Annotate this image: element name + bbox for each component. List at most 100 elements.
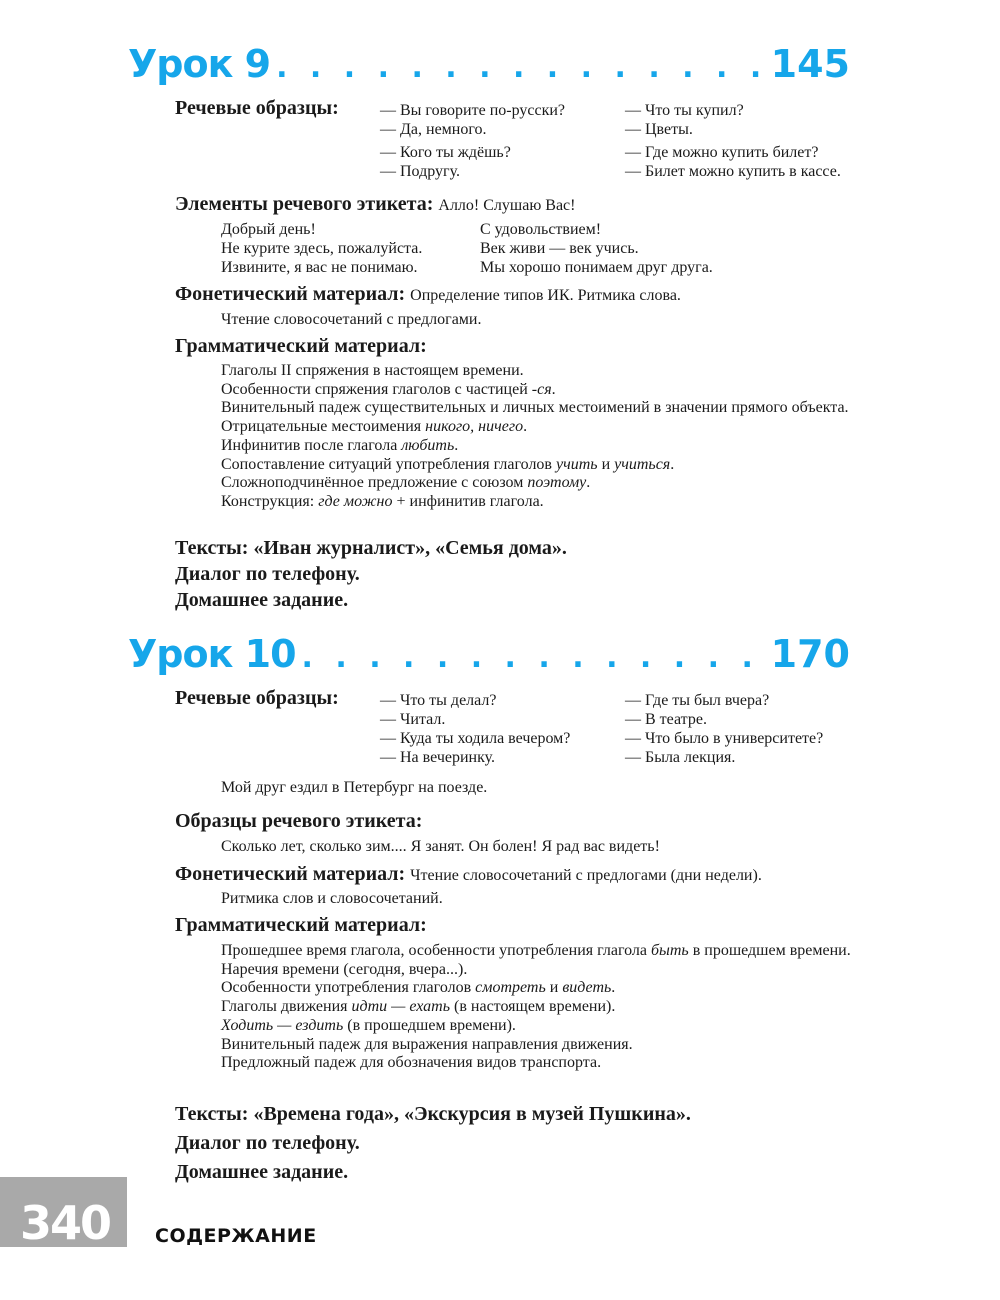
- grammar-item: Винительный падеж для выражения направле…: [221, 1036, 901, 1055]
- etiquette-line: Век живи — век учись.: [480, 240, 639, 257]
- homework-line: Домашнее задание.: [175, 589, 349, 611]
- grammar-text: Сложноподчинённое предложение с союзом: [221, 474, 528, 492]
- grammar-item: Ходить — ездить (в прошедшем времени).: [221, 1017, 901, 1036]
- etiquette-label: Элементы речевого этикета: Алло! Слушаю …: [175, 193, 575, 216]
- grammar-item: Инфинитив после глагола любить.: [221, 437, 901, 456]
- grammar-text: (в настоящем времени).: [450, 998, 616, 1016]
- grammar-example: любить: [401, 436, 455, 454]
- speech-samples-col2: — Где ты был вчера? — В театре. — Что бы…: [625, 691, 823, 767]
- grammar-item: Особенности спряжения глаголов с частице…: [221, 381, 901, 400]
- dialog-line: — Да, немного.: [380, 121, 487, 138]
- texts-line: Тексты: «Времена года», «Экскурсия в муз…: [175, 1103, 691, 1125]
- phonetic-inline: Определение типов ИК. Ритмика слова.: [410, 287, 681, 304]
- grammar-text: Отрицательные местоимения: [221, 418, 426, 436]
- grammar-example: никого, ничего: [425, 418, 524, 436]
- etiquette-label: Образцы речевого этикета:: [175, 810, 423, 832]
- dialog-line: Диалог по телефону.: [175, 563, 360, 585]
- phonetic-line: Чтение словосочетаний с предлогами.: [221, 311, 482, 328]
- grammar-item: Особенности употребления глаголов смотре…: [221, 979, 901, 998]
- lesson-10-header[interactable]: Урок 10 . . . . . . . . . . . . . . . . …: [128, 632, 850, 678]
- lesson-title: Урок 9: [128, 42, 271, 86]
- grammar-text: Особенности спряжения глаголов с частице…: [221, 380, 532, 398]
- dialog-line: — Где ты был вчера?: [625, 692, 770, 709]
- lesson-9-header[interactable]: Урок 9 . . . . . . . . . . . . . . . . .…: [128, 42, 850, 88]
- dialog-line: — Была лекция.: [625, 749, 736, 766]
- grammar-example: поэтому: [527, 474, 587, 492]
- grammar-text: (в прошедшем времени).: [343, 1016, 516, 1034]
- grammar-text: .: [586, 474, 591, 492]
- homework-line: Домашнее задание.: [175, 1161, 349, 1183]
- speech-samples-col2: — Что ты купил? — Цветы. — Где можно куп…: [625, 101, 841, 181]
- grammar-text: .: [551, 380, 556, 398]
- dialog-line: — На вечеринку.: [380, 749, 496, 766]
- speech-samples-col1: — Что ты делал? — Читал. — Куда ты ходил…: [380, 691, 570, 767]
- phonetic-heading: Фонетический материал:: [175, 863, 406, 885]
- etiquette-line: Извините, я вас не понимаю.: [221, 259, 418, 276]
- grammar-text: Глаголы II спряжения в настоящем времени…: [221, 362, 524, 379]
- lesson-page-number: 170: [770, 632, 850, 676]
- grammar-text: Конструкция:: [221, 492, 319, 510]
- grammar-example: смотреть: [475, 979, 546, 997]
- speech-extra: Мой друг ездил в Петербург на поезде.: [221, 779, 488, 796]
- grammar-example: -ся: [531, 380, 552, 398]
- phonetic-label: Фонетический материал: Чтение словосочет…: [175, 863, 762, 886]
- grammar-text: Глаголы движения: [221, 998, 352, 1016]
- dialog-line: — Где можно купить билет?: [625, 144, 819, 161]
- grammar-example: где можно: [318, 492, 393, 510]
- dialog-line: — Вы говорите по-русски?: [380, 102, 566, 119]
- grammar-item: Сложноподчинённое предложение с союзом п…: [221, 474, 901, 493]
- dialog-line: — Куда ты ходила вечером?: [380, 730, 571, 747]
- grammar-text: и: [597, 455, 615, 473]
- grammar-example: быть: [650, 942, 689, 959]
- grammar-text: в прошедшем времени.: [688, 942, 851, 959]
- grammar-item: Предложный падеж для обозначения видов т…: [221, 1054, 901, 1073]
- etiquette-col2: С удовольствием! Век живи — век учись. М…: [480, 220, 713, 277]
- phonetic-inline: Чтение словосочетаний с предлогами (дни …: [410, 867, 762, 884]
- grammar-text: + инфинитив глагола.: [392, 492, 544, 510]
- grammar-text: и: [545, 979, 563, 997]
- grammar-example: видеть: [562, 979, 612, 997]
- grammar-list: Прошедшее время глагола, особенности упо…: [221, 942, 901, 1073]
- etiquette-line: Мы хорошо понимаем друг друга.: [480, 259, 713, 276]
- grammar-item: Винительный падеж существительных и личн…: [221, 399, 901, 418]
- speech-samples-col1: — Вы говорите по-русски? — Да, немного. …: [380, 101, 565, 181]
- grammar-item: Глаголы II спряжения в настоящем времени…: [221, 362, 901, 381]
- grammar-item: Наречия времени (сегодня, вчера...).: [221, 961, 901, 980]
- phonetic-heading: Фонетический материал:: [175, 283, 406, 305]
- leader-dots: . . . . . . . . . . . . . . . . . . . . …: [301, 640, 765, 675]
- grammar-text: Инфинитив после глагола: [221, 436, 402, 454]
- grammar-example: учить: [555, 455, 598, 473]
- dialog-line: — Читал.: [380, 711, 446, 728]
- lesson-page-number: 145: [770, 42, 850, 86]
- grammar-item: Отрицательные местоимения никого, ничего…: [221, 418, 901, 437]
- grammar-text: Наречия времени (сегодня, вчера...).: [221, 960, 468, 978]
- grammar-example: учиться: [614, 455, 671, 473]
- grammar-example: идти — ехать: [351, 998, 451, 1016]
- dialog-line: — В театре.: [625, 711, 707, 728]
- grammar-item: Конструкция: где можно + инфинитив глаго…: [221, 493, 901, 512]
- grammar-text: .: [611, 979, 616, 997]
- grammar-text: Прошедшее время глагола, особенности упо…: [221, 942, 651, 959]
- grammar-item: Глаголы движения идти — ехать (в настоящ…: [221, 998, 901, 1017]
- grammar-text: .: [670, 455, 675, 473]
- grammar-text: Особенности употребления глаголов: [221, 979, 476, 997]
- dialog-line: — Цветы.: [625, 121, 693, 138]
- dialog-line: — Что было в университете?: [625, 730, 824, 747]
- etiquette-line: Сколько лет, сколько зим.... Я занят. Он…: [221, 838, 660, 855]
- grammar-text: .: [523, 418, 528, 436]
- grammar-list: Глаголы II спряжения в настоящем времени…: [221, 362, 901, 512]
- phonetic-line: Ритмика слов и словосочетаний.: [221, 890, 443, 907]
- speech-samples-label: Речевые образцы:: [175, 97, 339, 119]
- dialog-line: Диалог по телефону.: [175, 1132, 360, 1154]
- etiquette-heading: Элементы речевого этикета:: [175, 193, 434, 215]
- grammar-example: Ходить — ездить: [221, 1016, 344, 1034]
- grammar-label: Грамматический материал:: [175, 335, 427, 357]
- lesson-title: Урок 10: [128, 632, 297, 676]
- grammar-item: Прошедшее время глагола, особенности упо…: [221, 942, 901, 961]
- grammar-text: Сопоставление ситуаций употребления глаг…: [221, 455, 556, 473]
- grammar-text: .: [454, 436, 459, 454]
- texts-line: Тексты: «Иван журналист», «Семья дома».: [175, 537, 567, 559]
- grammar-label: Грамматический материал:: [175, 914, 427, 936]
- dialog-line: — Кого ты ждёшь?: [380, 144, 511, 161]
- etiquette-line: Не курите здесь, пожалуйста.: [221, 240, 423, 257]
